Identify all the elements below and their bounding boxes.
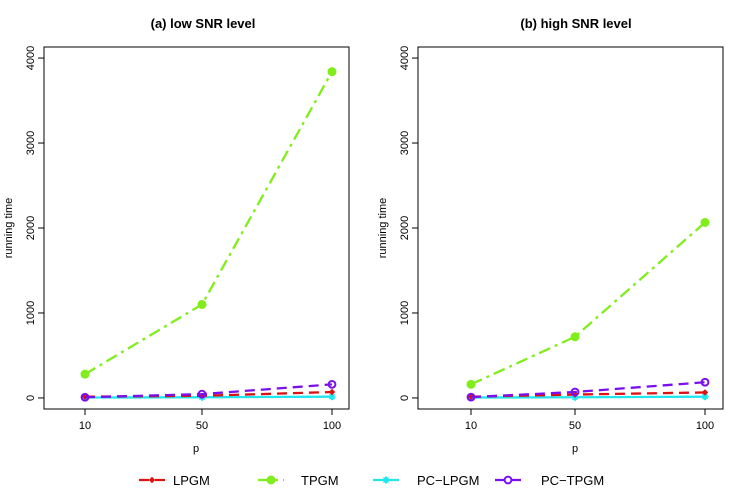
data-point (197, 299, 207, 309)
legend-marker (266, 475, 276, 485)
x-axis-label: p (572, 443, 578, 455)
legend: LPGM TPGM PC−LPGM PC−TPGM (139, 473, 604, 488)
x-axis: 10 50 100 (79, 409, 341, 432)
data-point (466, 379, 476, 389)
chart-panel-a: (a) low SNR level running time p 0 1000 20… (3, 16, 350, 455)
x-tick-label: 100 (696, 420, 714, 432)
data-point (327, 67, 337, 77)
series-layer (80, 67, 337, 402)
data-point (80, 369, 90, 379)
legend-label: PC−LPGM (417, 473, 480, 488)
data-point (466, 392, 476, 402)
legend-item-lpgm: LPGM (139, 473, 210, 488)
series-tpgm (80, 67, 337, 379)
plot-frame (43, 46, 350, 410)
plot-frame (417, 46, 724, 410)
y-tick-label: 1000 (399, 301, 411, 325)
legend-marker (148, 476, 156, 484)
y-tick-label: 0 (399, 395, 411, 401)
x-axis-label: p (193, 443, 199, 455)
x-tick-label: 10 (79, 420, 91, 432)
legend-symbol (258, 475, 284, 485)
series-tpgm (466, 217, 710, 389)
legend-label: TPGM (301, 473, 339, 488)
data-point (327, 379, 337, 389)
series-line (84, 71, 334, 376)
data-point (570, 332, 580, 342)
y-axis-label: running time (3, 198, 15, 259)
y-axis-label: running time (377, 198, 389, 259)
data-point (700, 217, 710, 227)
y-tick-label: 4000 (399, 46, 411, 70)
legend-symbol (495, 475, 521, 485)
y-axis: 0 1000 2000 3000 4000 (399, 46, 418, 401)
legend-label: PC−TPGM (541, 473, 604, 488)
chart-title: (b) high SNR level (520, 16, 631, 31)
data-point (701, 389, 709, 396)
data-point (328, 388, 336, 396)
y-tick-label: 2000 (25, 216, 37, 240)
data-point (700, 377, 710, 387)
x-axis: 10 50 100 (465, 409, 714, 432)
data-point (197, 389, 207, 399)
legend-marker (382, 476, 390, 484)
legend-label: LPGM (173, 473, 210, 488)
legend-item-pc-lpgm: PC−LPGM (373, 473, 480, 488)
data-point (80, 392, 90, 402)
series-layer (466, 217, 710, 402)
x-tick-label: 50 (196, 420, 208, 432)
series-pc-tpgm (466, 377, 710, 402)
y-tick-label: 3000 (399, 131, 411, 155)
x-tick-label: 100 (323, 420, 341, 432)
data-point (570, 387, 580, 397)
series-line (470, 381, 706, 399)
y-axis: 0 1000 2000 3000 4000 (25, 46, 44, 401)
chart-title: (a) low SNR level (151, 16, 256, 31)
y-tick-label: 1000 (25, 301, 37, 325)
series-line (470, 221, 706, 386)
series-pc-tpgm (80, 379, 337, 402)
x-tick-label: 10 (465, 420, 477, 432)
legend-symbol (139, 476, 165, 484)
legend-item-pc-tpgm: PC−TPGM (495, 473, 604, 488)
legend-symbol (373, 476, 399, 484)
series-line (84, 383, 333, 399)
x-tick-label: 50 (569, 420, 581, 432)
y-tick-label: 3000 (25, 131, 37, 155)
chart-panel-b: (b) high SNR level running time p 0 1000 2… (377, 16, 724, 455)
y-tick-label: 4000 (25, 46, 37, 70)
y-tick-label: 0 (25, 395, 37, 401)
legend-marker (503, 475, 513, 485)
y-tick-label: 2000 (399, 216, 411, 240)
legend-item-tpgm: TPGM (258, 473, 339, 488)
